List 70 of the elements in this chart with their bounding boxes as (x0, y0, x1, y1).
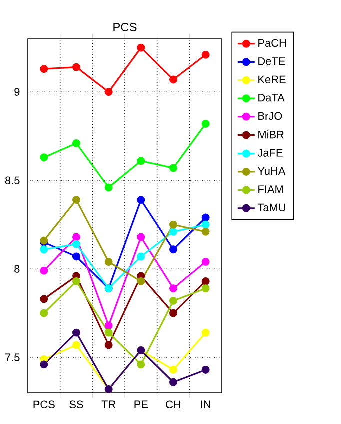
point (170, 296, 178, 305)
point (170, 76, 178, 84)
point (40, 65, 48, 74)
point (72, 233, 80, 242)
point (72, 341, 80, 350)
point (137, 44, 146, 52)
y-tick-label: 9 (14, 88, 20, 96)
legend-label: FIAM (258, 186, 283, 194)
point (40, 266, 48, 275)
point (202, 278, 210, 286)
point (202, 284, 210, 293)
legend-label: PaCH (258, 39, 286, 48)
point (40, 295, 48, 304)
y-tick-label: 8 (14, 265, 20, 273)
point (170, 228, 178, 236)
point (40, 246, 48, 254)
point (170, 246, 178, 254)
point (202, 120, 210, 128)
point (72, 278, 80, 286)
point (104, 258, 113, 266)
legend-label: KeRE (258, 76, 286, 84)
point (137, 360, 146, 369)
point (104, 184, 113, 192)
point (202, 50, 210, 59)
point (72, 196, 80, 204)
point (104, 88, 113, 96)
point (137, 252, 146, 261)
legend-label: JaFE (258, 149, 283, 157)
legend-label: DaTA (258, 94, 285, 102)
y-tick-label: 8.5 (5, 176, 20, 184)
point (137, 233, 146, 242)
point (72, 252, 80, 261)
point (137, 196, 146, 204)
point (72, 139, 80, 148)
point (40, 154, 48, 162)
legend-label: DeTE (258, 58, 286, 66)
point (170, 309, 178, 318)
point (170, 366, 178, 374)
legend-label: TaMU (258, 204, 286, 212)
point (202, 328, 210, 337)
point (137, 278, 146, 286)
x-tick-label: PE (134, 400, 148, 408)
x-tick-label: CH (166, 400, 181, 409)
point (104, 322, 113, 330)
point (170, 220, 178, 229)
legend-label: MiBR (258, 130, 284, 139)
point (104, 328, 113, 337)
chart-title: PCS (114, 23, 137, 32)
point (202, 258, 210, 266)
point (72, 63, 80, 72)
point (202, 366, 210, 374)
point (170, 378, 178, 386)
legend-label: YuHA (258, 167, 286, 176)
point (137, 157, 146, 166)
point (104, 341, 113, 350)
x-tick-label: IN (201, 400, 210, 408)
x-tick-label: SS (70, 400, 84, 409)
point (72, 240, 80, 248)
x-tick-label: TR (102, 400, 116, 408)
point (40, 360, 48, 369)
point (202, 228, 210, 236)
point (40, 309, 48, 318)
point (170, 284, 178, 293)
y-tick-label: 7.5 (6, 354, 20, 362)
x-tick-label: PCS (34, 400, 55, 409)
legend-label: BrJO (258, 112, 282, 120)
point (202, 220, 210, 229)
point (72, 328, 80, 337)
point (202, 214, 210, 222)
point (170, 164, 178, 172)
